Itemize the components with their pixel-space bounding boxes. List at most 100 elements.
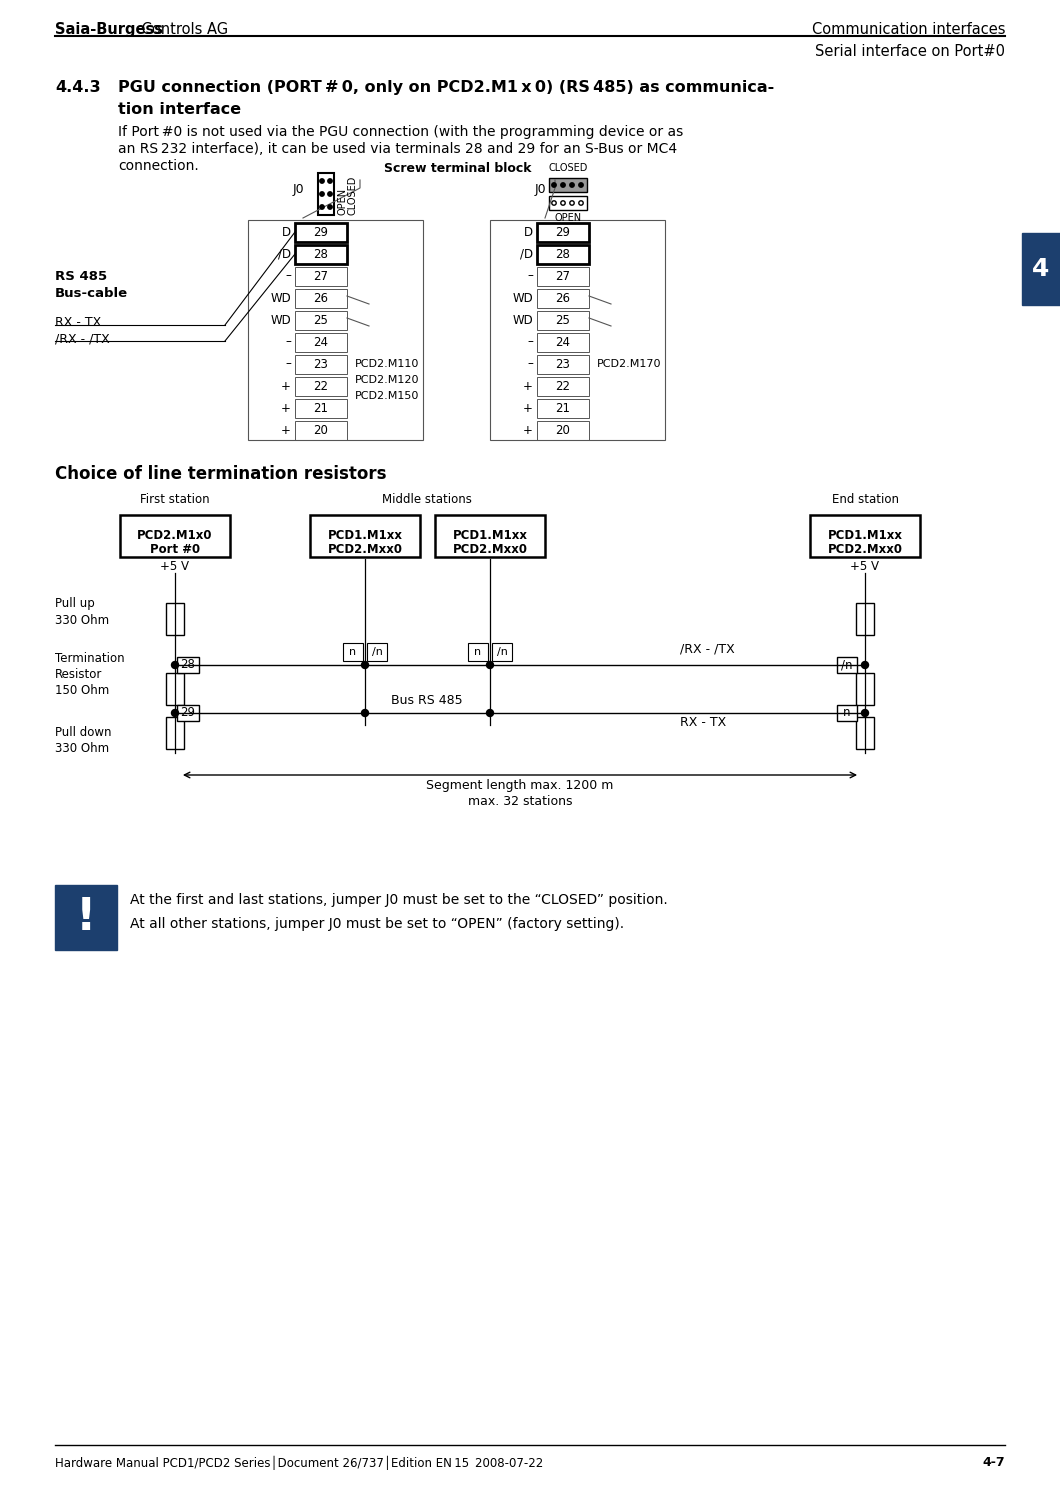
Text: n: n — [844, 706, 851, 720]
Text: /RX - /TX: /RX - /TX — [55, 332, 110, 345]
Text: Hardware Manual PCD1/PCD2 Series│Document 26/737│Edition EN 15 2008-07-22: Hardware Manual PCD1/PCD2 Series│Documen… — [55, 1456, 543, 1470]
Circle shape — [320, 206, 324, 209]
Bar — [343, 644, 363, 662]
Text: 23: 23 — [555, 357, 570, 370]
Text: Bus-cable: Bus-cable — [55, 286, 128, 300]
Text: –: – — [285, 357, 292, 370]
Text: 22: 22 — [555, 380, 570, 393]
Text: First station: First station — [140, 494, 210, 506]
Text: 4.4.3: 4.4.3 — [55, 80, 101, 94]
Text: WD: WD — [270, 314, 292, 327]
Bar — [549, 178, 587, 192]
Bar — [248, 220, 423, 440]
Text: RX - TX: RX - TX — [55, 316, 102, 328]
Text: 25: 25 — [314, 314, 329, 327]
Bar — [318, 172, 334, 214]
Text: +: + — [281, 423, 292, 436]
Text: WD: WD — [512, 314, 533, 327]
Bar — [469, 644, 488, 662]
Bar — [837, 657, 856, 674]
Bar — [295, 244, 347, 264]
Text: +: + — [524, 380, 533, 393]
Bar — [810, 514, 920, 556]
Text: PCD2.M150: PCD2.M150 — [355, 392, 420, 400]
Bar — [856, 674, 874, 705]
Bar — [492, 644, 512, 662]
Bar — [295, 376, 347, 396]
Text: 24: 24 — [314, 336, 329, 348]
Text: /n: /n — [496, 646, 508, 657]
Circle shape — [328, 178, 332, 183]
Bar — [367, 644, 387, 662]
Text: At the first and last stations, jumper J0 must be set to the “CLOSED” position.: At the first and last stations, jumper J… — [130, 892, 668, 908]
Text: 4-7: 4-7 — [983, 1456, 1005, 1468]
Text: +5 V: +5 V — [850, 560, 880, 573]
Bar — [310, 514, 420, 556]
Text: D: D — [524, 225, 533, 238]
Text: PCD2.M170: PCD2.M170 — [597, 358, 661, 369]
Text: –: – — [527, 270, 533, 282]
Text: +: + — [524, 402, 533, 414]
Text: /D: /D — [278, 248, 292, 261]
Text: tion interface: tion interface — [118, 102, 241, 117]
Text: +5 V: +5 V — [160, 560, 190, 573]
Circle shape — [361, 662, 369, 669]
Bar — [295, 267, 347, 285]
Text: –: – — [527, 336, 533, 348]
Circle shape — [172, 710, 178, 717]
Bar — [549, 196, 587, 210]
Text: PCD2.Mxx0: PCD2.Mxx0 — [453, 543, 528, 556]
Text: PGU connection (PORT # 0, only on PCD2.M1 x 0) (RS 485) as communica-: PGU connection (PORT # 0, only on PCD2.M… — [118, 80, 774, 94]
Text: Communication interfaces: Communication interfaces — [812, 22, 1005, 38]
Text: 28: 28 — [555, 248, 570, 261]
Text: 20: 20 — [555, 423, 570, 436]
Circle shape — [361, 710, 369, 717]
Text: 29: 29 — [180, 706, 195, 720]
Text: 25: 25 — [555, 314, 570, 327]
Bar — [295, 288, 347, 308]
Text: PCD2.Mxx0: PCD2.Mxx0 — [328, 543, 403, 556]
Text: 28: 28 — [180, 658, 195, 672]
Bar — [856, 717, 874, 748]
Circle shape — [487, 662, 494, 669]
Text: 27: 27 — [555, 270, 570, 282]
Text: CLOSED: CLOSED — [348, 176, 358, 214]
Bar — [537, 420, 589, 440]
Text: 24: 24 — [555, 336, 570, 348]
Text: /RX - /TX: /RX - /TX — [681, 642, 735, 656]
Text: Bus RS 485: Bus RS 485 — [391, 694, 463, 706]
Bar — [856, 603, 874, 634]
Text: RX - TX: RX - TX — [681, 716, 726, 729]
Text: 22: 22 — [314, 380, 329, 393]
Bar — [295, 354, 347, 374]
Bar — [295, 399, 347, 417]
Text: If Port #0 is not used via the PGU connection (with the programming device or as: If Port #0 is not used via the PGU conne… — [118, 124, 684, 140]
Circle shape — [320, 178, 324, 183]
Text: Serial interface on Port#0: Serial interface on Port#0 — [815, 44, 1005, 58]
Bar — [537, 354, 589, 374]
Text: 29: 29 — [555, 225, 570, 238]
Text: 29: 29 — [314, 225, 329, 238]
Text: J0: J0 — [534, 183, 546, 196]
Bar — [55, 885, 117, 950]
Text: Controls AG: Controls AG — [137, 22, 228, 38]
Text: 20: 20 — [314, 423, 329, 436]
Circle shape — [328, 192, 332, 196]
Bar — [537, 333, 589, 351]
Text: 26: 26 — [314, 291, 329, 304]
Text: 21: 21 — [314, 402, 329, 414]
Bar — [537, 288, 589, 308]
Bar — [177, 657, 199, 674]
Circle shape — [862, 662, 868, 669]
Text: 28: 28 — [314, 248, 329, 261]
Bar — [295, 420, 347, 440]
Circle shape — [862, 710, 868, 717]
Text: !: ! — [76, 896, 96, 939]
Text: Pull up
330 Ohm: Pull up 330 Ohm — [55, 597, 109, 627]
Bar — [537, 376, 589, 396]
Text: –: – — [285, 336, 292, 348]
Text: /n: /n — [372, 646, 383, 657]
Bar — [295, 222, 347, 242]
Circle shape — [561, 183, 565, 188]
Text: Pull down
330 Ohm: Pull down 330 Ohm — [55, 726, 111, 756]
